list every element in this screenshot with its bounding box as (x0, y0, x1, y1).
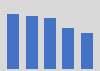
Bar (62, 28, 74, 69)
Bar (26, 16, 38, 69)
Bar (7, 14, 19, 69)
Bar (81, 33, 93, 69)
Bar (44, 18, 56, 69)
